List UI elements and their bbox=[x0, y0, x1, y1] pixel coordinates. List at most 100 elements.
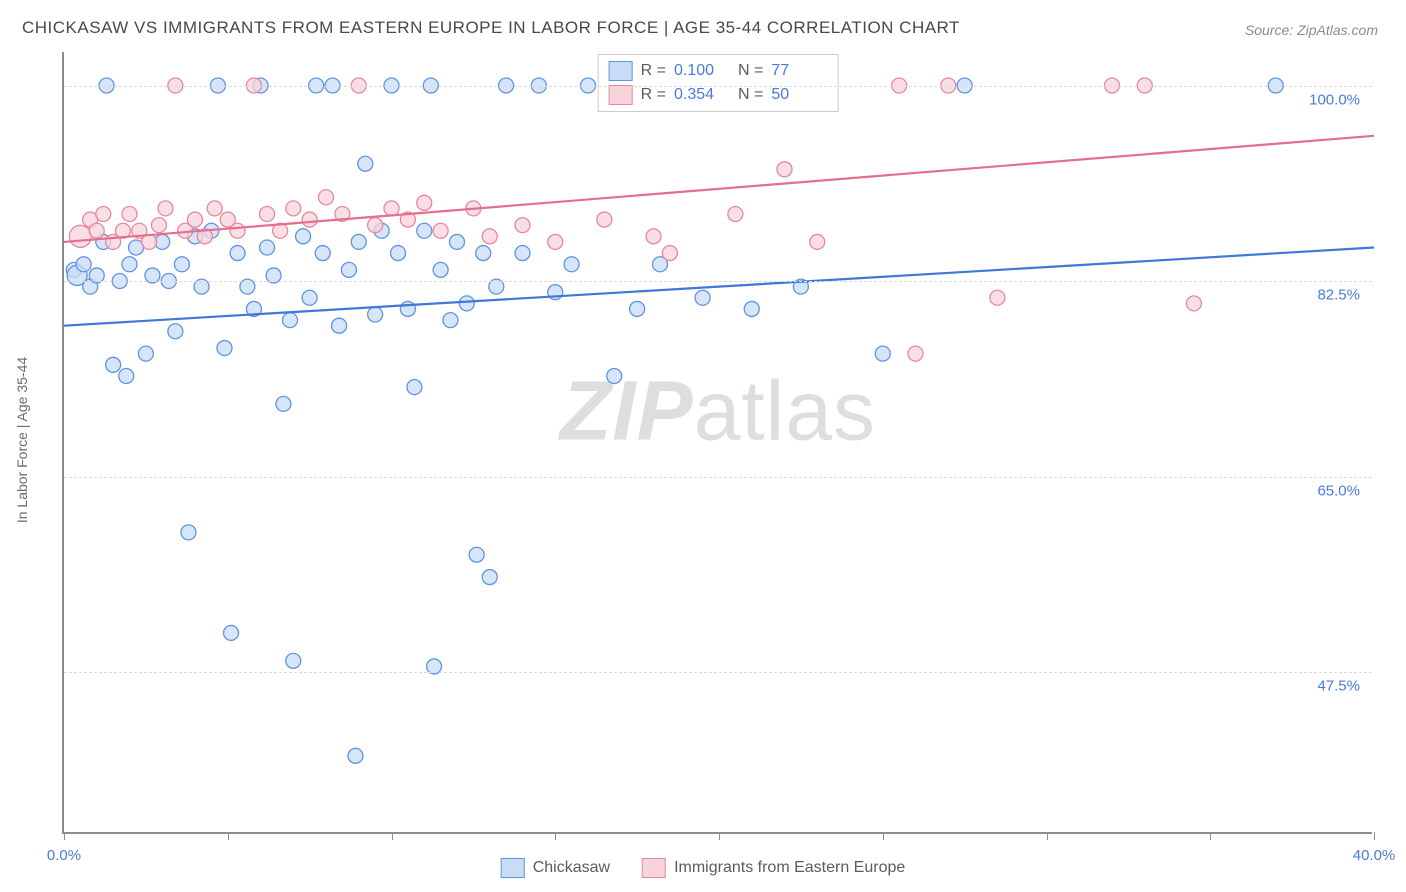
gridline bbox=[64, 477, 1372, 478]
source-attribution: Source: ZipAtlas.com bbox=[1245, 22, 1378, 38]
data-point bbox=[351, 234, 366, 249]
data-point bbox=[630, 301, 645, 316]
data-point bbox=[119, 368, 134, 383]
n-value-2: 50 bbox=[771, 86, 827, 104]
x-tick bbox=[392, 832, 393, 840]
data-point bbox=[368, 307, 383, 322]
data-point bbox=[662, 246, 677, 261]
legend-label-1: Chickasaw bbox=[533, 859, 610, 877]
y-axis-title: In Labor Force | Age 35-44 bbox=[14, 357, 30, 523]
data-point bbox=[207, 201, 222, 216]
scatter-plot-area: ZIPatlas R = 0.100 N = 77 R = 0.354 N = … bbox=[62, 52, 1372, 834]
data-point bbox=[417, 195, 432, 210]
data-point bbox=[122, 257, 137, 272]
data-point bbox=[391, 246, 406, 261]
x-tick bbox=[1047, 832, 1048, 840]
gridline bbox=[64, 281, 1372, 282]
n-value-1: 77 bbox=[771, 62, 827, 80]
data-point bbox=[224, 625, 239, 640]
legend-item-2: Immigrants from Eastern Europe bbox=[642, 858, 905, 878]
data-point bbox=[908, 346, 923, 361]
data-point bbox=[990, 290, 1005, 305]
data-point bbox=[875, 346, 890, 361]
data-point bbox=[459, 296, 474, 311]
data-point bbox=[230, 223, 245, 238]
data-point bbox=[400, 301, 415, 316]
gridline bbox=[64, 86, 1372, 87]
data-point bbox=[744, 301, 759, 316]
data-point bbox=[158, 201, 173, 216]
series-legend: Chickasaw Immigrants from Eastern Europe bbox=[501, 858, 906, 878]
data-point bbox=[296, 229, 311, 244]
data-point bbox=[286, 653, 301, 668]
data-point bbox=[302, 290, 317, 305]
data-point bbox=[76, 257, 91, 272]
data-point bbox=[151, 218, 166, 233]
data-point bbox=[315, 246, 330, 261]
legend-label-2: Immigrants from Eastern Europe bbox=[674, 859, 905, 877]
gridline bbox=[64, 672, 1372, 673]
legend-row-series-1: R = 0.100 N = 77 bbox=[609, 59, 828, 83]
data-point bbox=[482, 570, 497, 585]
legend-swatch-bottom-1 bbox=[501, 858, 525, 878]
legend-item-1: Chickasaw bbox=[501, 858, 610, 878]
r-label: R = bbox=[641, 62, 666, 80]
plot-svg bbox=[64, 52, 1372, 832]
y-tick-label: 65.0% bbox=[1317, 482, 1360, 499]
data-point bbox=[1186, 296, 1201, 311]
data-point bbox=[417, 223, 432, 238]
data-point bbox=[341, 262, 356, 277]
chart-title: CHICKASAW VS IMMIGRANTS FROM EASTERN EUR… bbox=[22, 18, 960, 38]
data-point bbox=[69, 225, 91, 247]
legend-row-series-2: R = 0.354 N = 50 bbox=[609, 83, 828, 107]
data-point bbox=[450, 234, 465, 249]
data-point bbox=[482, 229, 497, 244]
data-point bbox=[646, 229, 661, 244]
x-tick bbox=[719, 832, 720, 840]
x-tick bbox=[1374, 832, 1375, 840]
data-point bbox=[230, 246, 245, 261]
data-point bbox=[138, 346, 153, 361]
x-tick-label: 40.0% bbox=[1353, 847, 1396, 864]
data-point bbox=[260, 240, 275, 255]
x-tick bbox=[883, 832, 884, 840]
data-point bbox=[515, 246, 530, 261]
data-point bbox=[548, 234, 563, 249]
data-point bbox=[348, 748, 363, 763]
x-tick bbox=[1210, 832, 1211, 840]
data-point bbox=[260, 206, 275, 221]
data-point bbox=[384, 201, 399, 216]
data-point bbox=[286, 201, 301, 216]
data-point bbox=[122, 206, 137, 221]
data-point bbox=[433, 262, 448, 277]
x-tick-label: 0.0% bbox=[47, 847, 81, 864]
data-point bbox=[695, 290, 710, 305]
data-point bbox=[276, 396, 291, 411]
r-value-1: 0.100 bbox=[674, 62, 730, 80]
data-point bbox=[810, 234, 825, 249]
data-point bbox=[319, 190, 334, 205]
y-tick-label: 82.5% bbox=[1317, 287, 1360, 304]
data-point bbox=[96, 206, 111, 221]
y-tick-label: 100.0% bbox=[1309, 91, 1360, 108]
data-point bbox=[469, 547, 484, 562]
data-point bbox=[515, 218, 530, 233]
data-point bbox=[181, 525, 196, 540]
correlation-legend: R = 0.100 N = 77 R = 0.354 N = 50 bbox=[598, 54, 839, 112]
data-point bbox=[174, 257, 189, 272]
x-tick bbox=[228, 832, 229, 840]
data-point bbox=[358, 156, 373, 171]
n-label: N = bbox=[738, 62, 763, 80]
r-label: R = bbox=[641, 86, 666, 104]
y-tick-label: 47.5% bbox=[1317, 678, 1360, 695]
data-point bbox=[607, 368, 622, 383]
data-point bbox=[407, 380, 422, 395]
r-value-2: 0.354 bbox=[674, 86, 730, 104]
data-point bbox=[597, 212, 612, 227]
trend-line bbox=[64, 248, 1374, 326]
data-point bbox=[476, 246, 491, 261]
data-point bbox=[106, 357, 121, 372]
legend-swatch-bottom-2 bbox=[642, 858, 666, 878]
data-point bbox=[777, 162, 792, 177]
data-point bbox=[368, 218, 383, 233]
